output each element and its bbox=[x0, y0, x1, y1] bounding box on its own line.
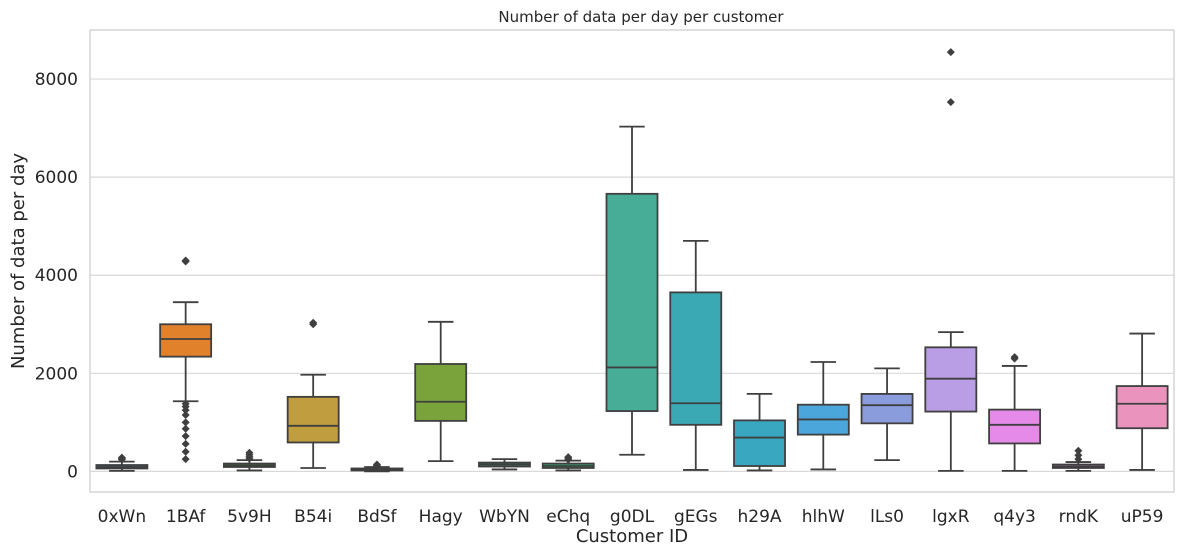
box-0xWn bbox=[95, 453, 149, 472]
chart-title: Number of data per day per customer bbox=[498, 8, 784, 26]
outlier-point bbox=[564, 453, 573, 462]
x-tick-label: q4y3 bbox=[993, 507, 1035, 527]
outlier-point bbox=[245, 448, 254, 457]
x-tick-label: gEGs bbox=[674, 507, 718, 527]
x-tick-label: uP59 bbox=[1121, 507, 1164, 527]
x-axis-ticks: 0xWn 1BAf 5v9H B54i BdSf Hagy WbYN eChq g0DL gEGs… bbox=[98, 507, 1164, 527]
outlier-point bbox=[946, 98, 955, 107]
x-tick-label: rndK bbox=[1059, 507, 1099, 527]
box-BdSf bbox=[350, 460, 404, 473]
x-axis-label: Customer ID bbox=[576, 526, 688, 547]
x-tick-label: lLs0 bbox=[870, 507, 904, 527]
outlier-point bbox=[117, 453, 126, 462]
outlier-point bbox=[372, 460, 381, 469]
outlier-point bbox=[181, 439, 190, 448]
y-axis-label: Number of data per day bbox=[8, 153, 29, 369]
y-tick-label: 8000 bbox=[35, 70, 78, 90]
x-tick-label: B54i bbox=[294, 507, 332, 527]
iqr-box bbox=[286, 395, 340, 444]
outlier-point bbox=[181, 432, 190, 441]
outlier-point bbox=[181, 406, 190, 415]
box-hlhW bbox=[796, 361, 850, 471]
outlier-point bbox=[946, 48, 955, 57]
box-1BAf bbox=[159, 256, 213, 464]
box-WbYN bbox=[478, 458, 531, 471]
y-tick-label: 4000 bbox=[35, 266, 78, 286]
box-h29A bbox=[733, 393, 786, 472]
y-axis-ticks: 0 2000 4000 6000 8000 bbox=[35, 70, 78, 482]
box-Hagy bbox=[414, 320, 468, 463]
outlier-point bbox=[309, 318, 318, 327]
iqr-box bbox=[860, 393, 914, 425]
box-lgxR bbox=[924, 48, 978, 472]
outlier-point bbox=[181, 418, 190, 427]
x-tick-label: h29A bbox=[738, 507, 782, 527]
iqr-box bbox=[1115, 385, 1169, 430]
y-tick-label: 2000 bbox=[35, 364, 78, 384]
iqr-box bbox=[605, 192, 659, 412]
x-tick-label: lgxR bbox=[932, 507, 970, 527]
x-tick-label: hlhW bbox=[802, 507, 845, 527]
box-uP59 bbox=[1115, 332, 1169, 471]
outlier-point bbox=[181, 455, 190, 464]
box-g0DL bbox=[605, 125, 659, 456]
outlier-point bbox=[181, 256, 190, 265]
iqr-box bbox=[159, 323, 213, 358]
x-tick-label: BdSf bbox=[357, 507, 397, 527]
x-tick-label: 1BAf bbox=[166, 507, 207, 527]
outlier-point bbox=[181, 424, 190, 433]
outlier-point bbox=[1074, 446, 1083, 455]
box-rndK bbox=[1051, 446, 1105, 472]
box-q4y3 bbox=[988, 353, 1041, 472]
box-lLs0 bbox=[860, 367, 914, 462]
box-gEGs bbox=[669, 239, 723, 471]
x-tick-label: Hagy bbox=[419, 507, 463, 527]
iqr-box bbox=[669, 291, 723, 426]
box-eChq bbox=[541, 453, 595, 472]
outlier-point bbox=[1074, 451, 1083, 460]
iqr-box bbox=[414, 363, 468, 422]
box-series bbox=[95, 48, 1169, 473]
x-tick-label: eChq bbox=[546, 507, 590, 527]
y-tick-label: 0 bbox=[67, 462, 78, 482]
box-5v9H bbox=[223, 448, 276, 472]
x-tick-label: g0DL bbox=[610, 507, 655, 527]
box-B54i bbox=[286, 318, 340, 469]
iqr-box bbox=[988, 408, 1041, 445]
outlier-point bbox=[1010, 353, 1019, 362]
iqr-box bbox=[733, 419, 786, 467]
y-tick-label: 6000 bbox=[35, 168, 78, 188]
outlier-point bbox=[181, 447, 190, 456]
x-tick-label: WbYN bbox=[479, 507, 530, 527]
x-tick-label: 0xWn bbox=[98, 507, 146, 527]
x-tick-label: 5v9H bbox=[227, 507, 271, 527]
outlier-point bbox=[181, 411, 190, 419]
